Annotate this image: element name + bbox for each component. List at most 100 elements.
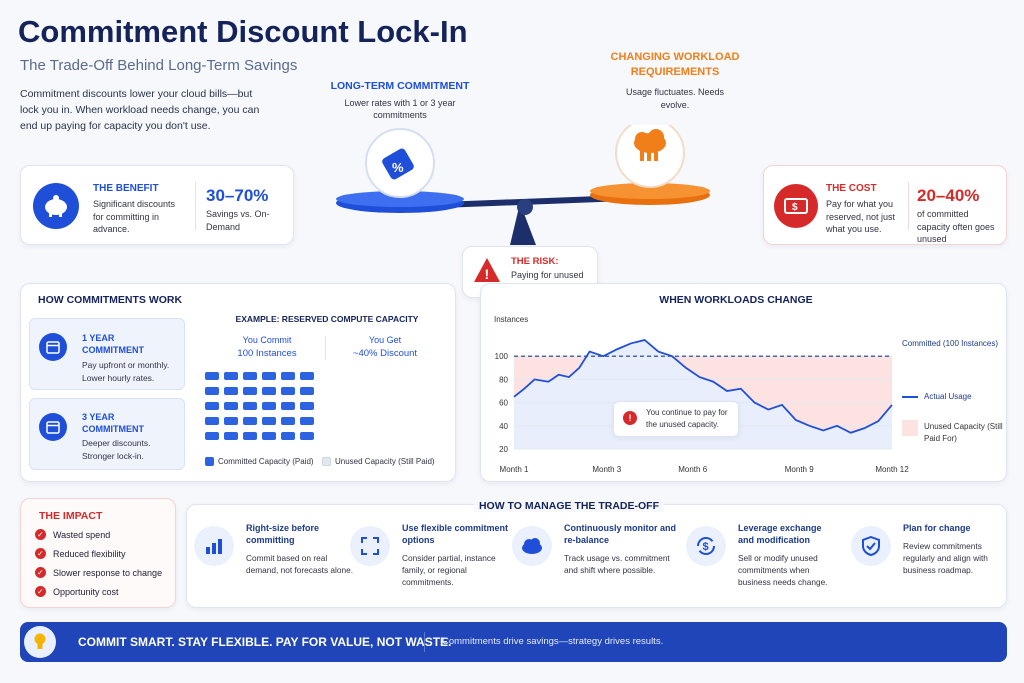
paid-capacity-tile [224, 387, 238, 395]
unused-capacity-area [514, 356, 892, 433]
how-commitments-panel: HOW COMMITMENTS WORK 1 YEAR COMMITMENT P… [20, 283, 456, 482]
y-tick-label: 40 [499, 422, 508, 431]
y-tick-label: 80 [499, 375, 508, 384]
unused-tiles [337, 372, 433, 444]
unused-capacity-tile [356, 372, 370, 380]
paid-capacity-tile [224, 372, 238, 380]
unused-capacity-tile [394, 432, 408, 440]
unused-swatch [902, 420, 918, 436]
impact-list: ✓ Wasted spend ✓ Reduced flexibility ✓ Slow… [35, 529, 162, 605]
paid-capacity-tile [205, 387, 219, 395]
check-icon: ✓ [35, 586, 46, 597]
scale-stand [510, 203, 536, 245]
three-year-title: 3 YEAR COMMITMENT [82, 412, 144, 434]
paid-tiles [205, 372, 317, 444]
callout-text: You continue to pay for the unused capac… [646, 408, 728, 429]
unused-capacity-tile [356, 387, 370, 395]
long-term-title: LONG-TERM COMMITMENT [330, 80, 470, 92]
cost-value-desc: of committed capacity often goes unused [917, 209, 995, 244]
paid-capacity-tile [243, 432, 257, 440]
svg-text:$: $ [792, 202, 798, 213]
cloud-chart-icon [634, 129, 666, 161]
svg-text:$: $ [703, 541, 709, 553]
paid-capacity-tile [205, 372, 219, 380]
lightbulb-icon [24, 626, 56, 658]
unused-capacity-tile [337, 402, 351, 410]
manage-item-flexible: Use flexible commitment options Consider … [350, 522, 510, 602]
paid-capacity-tile [243, 372, 257, 380]
unused-capacity-tile [375, 417, 389, 425]
actual-usage-line [513, 338, 893, 434]
x-tick-label: Month 1 [500, 465, 529, 474]
three-year-card: 3 YEAR COMMITMENT Deeper discounts. Stro… [29, 398, 185, 470]
paid-capacity-tile [262, 432, 276, 440]
paid-capacity-tile [262, 402, 276, 410]
legend-paid-swatch [205, 457, 214, 466]
paid-capacity-tile [300, 387, 314, 395]
money-icon: $ [774, 184, 818, 228]
x-tick-label: Month 9 [785, 465, 814, 474]
one-year-card: 1 YEAR COMMITMENT Pay upfront or monthly… [29, 318, 185, 390]
paid-capacity-tile [300, 432, 314, 440]
commit-label: You Commit [242, 335, 292, 345]
how-title: HOW COMMITMENTS WORK [38, 294, 183, 306]
paid-capacity-tile [243, 417, 257, 425]
paid-capacity-tile [281, 432, 295, 440]
cost-desc: Pay for what you reserved, not just what… [826, 199, 896, 234]
unused-capacity-tile [394, 387, 408, 395]
paid-capacity-tile [300, 402, 314, 410]
impact-card: THE IMPACT ✓ Wasted spend ✓ Reduced flexib… [20, 498, 176, 608]
impact-item: ✓ Reduced flexibility [35, 548, 162, 559]
paid-capacity-tile [205, 402, 219, 410]
committed-label: Committed (100 Instances) [902, 339, 999, 348]
paid-capacity-tile [262, 417, 276, 425]
legend-paid-label: Committed Capacity (Paid) [218, 457, 314, 466]
paid-capacity-tile [300, 417, 314, 425]
actual-usage-label: Actual Usage [924, 392, 972, 401]
manage-item-rightsize: Right-size before committing Commit based… [194, 522, 354, 602]
unused-capacity-tile [375, 402, 389, 410]
piggy-bank-icon [33, 183, 79, 229]
paid-capacity-tile [224, 402, 238, 410]
unused-capacity-tile [413, 372, 427, 380]
x-tick-label: Month 12 [875, 465, 909, 474]
get-label: You Get [368, 335, 402, 345]
y-axis-label: Instances [494, 315, 528, 324]
unused-capacity-tile [413, 402, 427, 410]
manage-item-monitor: Continuously monitor and re-balance Track… [512, 522, 677, 602]
unused-capacity-tile [375, 372, 389, 380]
expand-arrows-icon [350, 526, 390, 566]
cost-card: $ THE COST Pay for what you reserved, no… [763, 165, 1007, 245]
exchange-dollar-icon: $ [686, 526, 726, 566]
svg-text:%: % [392, 160, 404, 175]
paid-capacity-tile [224, 432, 238, 440]
example-title: EXAMPLE: RESERVED COMPUTE CAPACITY [235, 314, 419, 324]
workload-chart: 20 40 60 80 100 Instances Month 1 Month 3 Month … [494, 315, 909, 474]
unused-capacity-tile [394, 402, 408, 410]
manage-item-plan: Plan for change Review commitments regula… [851, 522, 1001, 602]
cloud-gear-icon [512, 526, 552, 566]
warning-icon: ! [474, 258, 500, 282]
unused-capacity-tile [413, 387, 427, 395]
page-title: Commitment Discount Lock-In [18, 14, 468, 49]
x-tick-label: Month 6 [678, 465, 707, 474]
paid-capacity-tile [300, 372, 314, 380]
x-tick-label: Month 3 [592, 465, 621, 474]
chart-title: WHEN WORKLOADS CHANGE [659, 294, 813, 306]
unused-capacity-tile [356, 402, 370, 410]
manage-item-exchange: $ Leverage exchange and modification Sell… [686, 522, 846, 602]
unused-capacity-tile [337, 372, 351, 380]
footer-slogan: COMMIT SMART. STAY FLEXIBLE. PAY FOR VAL… [78, 635, 452, 649]
impact-item: ✓ Slower response to change [35, 567, 162, 578]
impact-item: ✓ Opportunity cost [35, 586, 162, 597]
paid-capacity-tile [205, 417, 219, 425]
svg-text:!: ! [485, 266, 490, 282]
one-year-desc: Pay upfront or monthly. Lower hourly rat… [82, 360, 170, 383]
footer-tagline: Commitments drive savings—strategy drive… [442, 636, 664, 647]
unused-capacity-tile [375, 432, 389, 440]
calendar-icon [39, 333, 67, 361]
check-icon: ✓ [35, 529, 46, 540]
unused-capacity-tile [413, 417, 427, 425]
check-icon: ✓ [35, 567, 46, 578]
intro-text: Commitment discounts lower your cloud bi… [20, 88, 260, 132]
